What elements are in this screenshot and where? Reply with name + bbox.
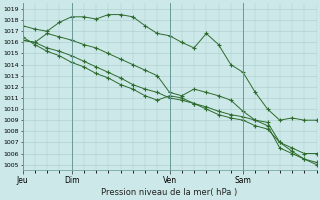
X-axis label: Pression niveau de la mer( hPa ): Pression niveau de la mer( hPa ): [101, 188, 238, 197]
